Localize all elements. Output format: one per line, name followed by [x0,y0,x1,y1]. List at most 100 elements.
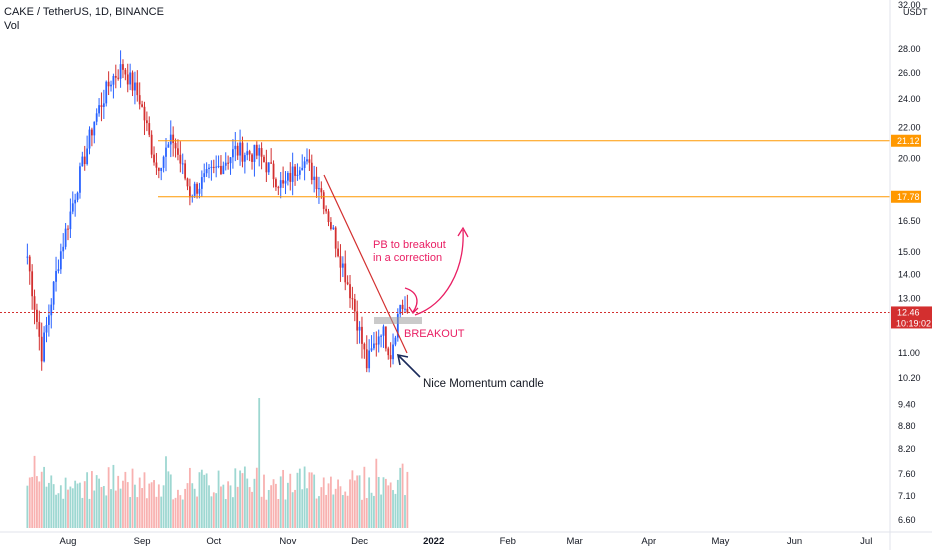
candle-body [112,76,115,85]
volume-bar [193,488,196,528]
price-tick-label: 16.50 [898,216,921,226]
candle-body [277,187,280,189]
candle-body [47,315,50,325]
candle-body [129,72,132,85]
candle-body [126,74,129,85]
volume-bar [177,489,179,528]
volume-bar [102,485,105,528]
volume-bar [255,467,258,528]
candle-body [52,281,55,305]
candle-body [363,343,366,350]
candle-body [313,176,316,180]
candle-body [315,176,318,190]
price-tick-label: 8.20 [898,444,916,454]
candle-body [141,104,143,107]
volume-bar [134,484,136,528]
volume-bar [243,466,246,528]
candle-body [384,326,387,349]
candle-body [396,314,399,338]
candle-body [284,180,287,184]
volume-bar [79,482,81,528]
volume-bar [253,478,256,528]
candle-body [318,188,320,190]
candle-body [138,95,141,105]
candle-body [162,156,165,168]
candle-body [124,69,127,75]
volume-bar [155,496,158,528]
candle-body [289,173,292,182]
volume-bar [129,497,132,528]
volume-bar [382,477,385,528]
candle-body [272,163,275,180]
volume-bar [322,477,325,528]
candle-body [322,192,325,209]
candle-body [392,344,394,360]
volume-bar [339,486,342,528]
candle-body [234,145,237,150]
volume-bar [145,498,148,528]
candle-body [131,72,134,91]
time-tick-label: Mar [566,536,582,547]
volume-bar [122,480,124,528]
candle-body [193,183,196,196]
volume-bar [141,488,143,528]
price-tick-label: 7.60 [898,469,916,479]
volume-bar [69,486,72,528]
volume-bar [174,497,177,528]
breakout-zone [374,317,422,324]
candle-body [167,144,170,148]
momentum-label: Nice Momentum candle [423,378,544,390]
candle-body [387,348,390,356]
candle-body [196,183,198,194]
volume-bar [200,469,203,528]
candle-body [186,178,189,187]
volume-bar [76,483,79,528]
candle-body [306,159,308,162]
candle-body [148,123,151,135]
candle-body [255,144,258,156]
volume-bar [377,476,380,528]
candle-body [394,337,397,345]
candle-body [150,134,153,155]
volume-bar [157,484,160,528]
candle-body [203,173,206,178]
price-tick-label: 7.10 [898,491,916,501]
volume-bar [28,477,31,528]
candle-body [232,149,234,158]
volume-bar [310,472,313,528]
breakout-label: BREAKOUT [404,328,465,340]
volume-bar [286,482,289,528]
volume-bar [131,468,134,528]
volume-bar [234,468,237,528]
candle-body [265,162,268,173]
volume-bar [277,499,280,528]
candle-body [45,324,48,333]
price-tick-label: 26.00 [898,68,921,78]
candle-body [50,304,53,316]
momentum-arrow [398,355,421,378]
candle-body [298,170,301,175]
candle-body [301,167,304,171]
price-tick-label: 10.20 [898,373,921,383]
volume-bar [380,494,382,528]
volume-bar [251,491,253,528]
candle-body [375,343,378,345]
candle-body [155,162,158,168]
volume-bar [279,476,282,528]
candle-body [382,326,385,336]
candle-body [64,228,67,247]
volume-bar [88,498,91,528]
price-tick-label: 13.00 [898,294,921,304]
volume-bar [143,472,146,528]
candle-body [114,76,117,78]
candle-body [330,222,332,229]
level-tag-upper-text: 21.12 [897,136,920,146]
candle-body [227,162,230,164]
volume-bar [186,483,189,528]
volume-bar [334,488,337,528]
volume-bar [208,485,210,528]
candle-body [59,251,62,270]
volume-bar [239,470,241,528]
candle-body [339,256,342,268]
